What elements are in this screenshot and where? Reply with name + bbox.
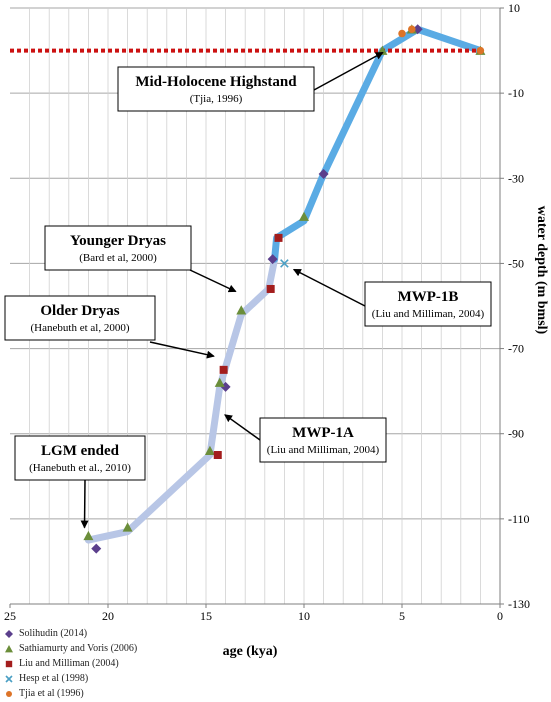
callout-box (259, 417, 387, 463)
callout-title: Younger Dryas (70, 233, 166, 249)
data-point-diamond (318, 169, 329, 180)
legend-swatch-square (5, 660, 13, 667)
legend-item: Solihudin (2014) (4, 626, 137, 641)
callout-title: MWP-1A (292, 425, 354, 441)
data-point-triangle (122, 522, 133, 532)
legend-item: Liu and Milliman (2004) (4, 656, 137, 671)
callout-arrow (292, 268, 366, 307)
callout-arrow (80, 479, 89, 529)
callout-box (4, 295, 156, 341)
annotation-callout: MWP-1B (Liu and Milliman, 2004) (292, 268, 492, 327)
callout-source: (Liu and Milliman, 2004) (267, 444, 380, 456)
callout-box (44, 225, 192, 271)
x-marker-stroke (280, 259, 289, 268)
annotation-callout: MWP-1A (Liu and Milliman, 2004) (224, 414, 387, 463)
annotation-callout: Mid-Holocene Highstand (Tjia, 1996) (117, 51, 384, 112)
callout-arrow (313, 51, 384, 91)
x-tick-label: 0 (497, 609, 503, 623)
callout-title: LGM ended (41, 443, 120, 459)
legend-swatch-x (5, 674, 13, 683)
legend-marker (5, 629, 13, 638)
data-point-triangle (236, 305, 247, 315)
y-tick-label: -70 (508, 342, 524, 356)
data-point-triangle (204, 445, 215, 455)
callout-source: (Bard et al, 2000) (79, 252, 157, 264)
x-axis-title: age (kya) (223, 644, 278, 659)
legend-swatch-circle (6, 690, 12, 697)
legend-marker (5, 644, 13, 652)
legend-label: Solihudin (2014) (19, 628, 88, 639)
data-point-circle (476, 46, 485, 55)
callout-box (14, 435, 146, 481)
x-tick-label: 10 (298, 609, 310, 623)
data-point-triangle (214, 377, 225, 387)
y-tick-label: -90 (508, 427, 524, 441)
legend-marker (5, 674, 13, 683)
y-tick-label: -130 (508, 597, 530, 611)
callout-source: (Hanebuth et al, 2000) (31, 322, 130, 334)
axes: 10 -10 -30 -50 -70 -90 -110 -130 25 20 15 10 5 0 (4, 1, 530, 623)
legend-label: Sathiamurty and Voris (2006) (19, 643, 138, 654)
x-tick-label: 15 (200, 609, 212, 623)
callout-arrow (149, 341, 215, 359)
y-tick-label: 10 (508, 1, 520, 15)
data-point-square (266, 284, 275, 293)
callout-title: Mid-Holocene Highstand (135, 74, 297, 90)
callout-box (364, 281, 492, 327)
legend-item: Hesp et al (1998) (4, 671, 137, 686)
legend: Solihudin (2014) Sathiamurty and Voris (2… (4, 626, 137, 701)
annotation-callout: Older Dryas (Hanebuth et al, 2000) (4, 295, 215, 359)
callout-source: (Liu and Milliman, 2004) (372, 308, 485, 320)
legend-label: Hesp et al (1998) (19, 673, 89, 684)
callout-source: (Hanebuth et al., 2010) (29, 462, 131, 474)
y-axis-title: water depth (m bmsl) (534, 206, 549, 335)
callout-title: Older Dryas (40, 303, 119, 319)
annotation-callout: LGM ended (Hanebuth et al., 2010) (14, 435, 146, 529)
x-marker-stroke (5, 674, 13, 683)
data-point-square (219, 365, 228, 374)
legend-item: Sathiamurty and Voris (2006) (4, 641, 137, 656)
annotation-callout: Younger Dryas (Bard et al, 2000) (44, 225, 237, 293)
legend-swatch-triangle (5, 644, 13, 652)
y-tick-label: -110 (508, 512, 530, 526)
data-point-triangle (299, 211, 309, 221)
data-markers (83, 24, 486, 554)
data-point-square (274, 233, 283, 242)
data-point-x (280, 259, 289, 268)
callout-arrow (224, 414, 261, 441)
y-tick-label: -50 (508, 256, 524, 270)
data-point-diamond (91, 543, 102, 554)
legend-item: Tjia et al (1996) (4, 686, 137, 701)
legend-swatch-diamond (5, 629, 13, 638)
callout-box (117, 66, 315, 112)
legend-marker (6, 690, 12, 697)
y-tick-label: -10 (508, 86, 524, 100)
curve-segment-2 (271, 25, 484, 263)
legend-label: Liu and Milliman (2004) (19, 658, 119, 669)
x-tick-label: 25 (4, 609, 16, 623)
x-tick-label: 20 (102, 609, 114, 623)
x-tick-label: 5 (399, 609, 405, 623)
callout-title: MWP-1B (398, 289, 459, 305)
callout-source: (Tjia, 1996) (190, 93, 243, 105)
data-point-circle (398, 29, 406, 38)
legend-label: Tjia et al (1996) (19, 688, 84, 699)
annotations: Mid-Holocene Highstand (Tjia, 1996) Younge… (4, 51, 492, 529)
callout-arrow (189, 269, 237, 293)
legend-marker (5, 660, 13, 667)
data-point-diamond (267, 254, 278, 265)
data-point-square (213, 451, 222, 459)
data-point-triangle (83, 530, 94, 541)
data-point-circle (408, 25, 416, 34)
y-tick-label: -30 (508, 171, 524, 185)
